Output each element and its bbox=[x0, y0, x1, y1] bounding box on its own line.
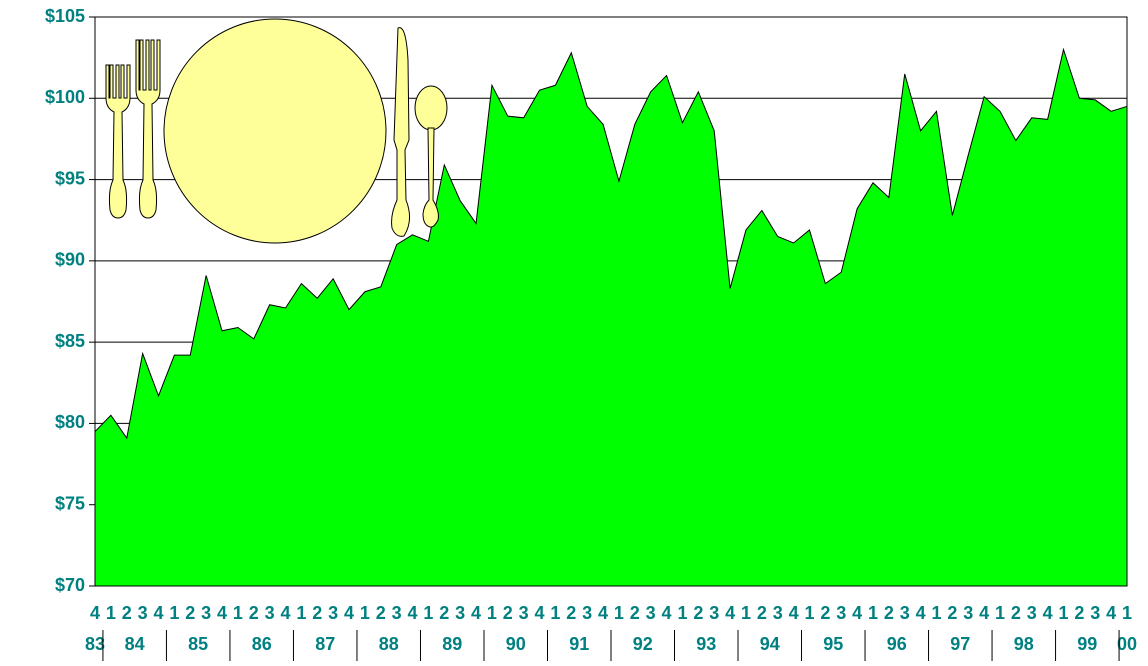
quarter-label: 1 bbox=[868, 603, 878, 623]
y-tick-label: $70 bbox=[55, 575, 85, 595]
quarter-label: 1 bbox=[360, 603, 370, 623]
year-label: 96 bbox=[887, 634, 907, 654]
quarter-label: 4 bbox=[535, 603, 545, 623]
quarter-label: 1 bbox=[741, 603, 751, 623]
tableware-illustration bbox=[105, 18, 448, 244]
quarter-label: 2 bbox=[312, 603, 322, 623]
quarter-label: 2 bbox=[820, 603, 830, 623]
quarter-label: 3 bbox=[1090, 603, 1100, 623]
quarter-label: 3 bbox=[963, 603, 973, 623]
quarter-label: 3 bbox=[455, 603, 465, 623]
quarter-label: 4 bbox=[344, 603, 354, 623]
quarter-label: 4 bbox=[408, 603, 418, 623]
quarter-label: 4 bbox=[281, 603, 291, 623]
y-tick-label: $80 bbox=[55, 412, 85, 432]
year-label: 00 bbox=[1117, 634, 1137, 654]
quarter-label: 2 bbox=[947, 603, 957, 623]
quarter-label: 3 bbox=[392, 603, 402, 623]
quarter-label: 2 bbox=[757, 603, 767, 623]
quarter-label: 3 bbox=[1027, 603, 1037, 623]
quarter-label: 1 bbox=[995, 603, 1005, 623]
quarter-label: 4 bbox=[1043, 603, 1053, 623]
year-label: 83 bbox=[85, 634, 105, 654]
quarter-label: 3 bbox=[265, 603, 275, 623]
quarter-label: 2 bbox=[1011, 603, 1021, 623]
year-label: 87 bbox=[315, 634, 335, 654]
quarter-label: 4 bbox=[217, 603, 227, 623]
quarter-label: 2 bbox=[884, 603, 894, 623]
quarter-label: 4 bbox=[90, 603, 100, 623]
quarter-label: 1 bbox=[296, 603, 306, 623]
quarter-label: 1 bbox=[1122, 603, 1132, 623]
quarter-label: 4 bbox=[1106, 603, 1116, 623]
quarter-label: 4 bbox=[916, 603, 926, 623]
y-tick-label: $90 bbox=[55, 250, 85, 270]
year-label: 93 bbox=[696, 634, 716, 654]
quarter-label: 3 bbox=[138, 603, 148, 623]
quarter-label: 3 bbox=[709, 603, 719, 623]
quarter-label: 1 bbox=[677, 603, 687, 623]
quarter-label: 1 bbox=[614, 603, 624, 623]
year-label: 92 bbox=[633, 634, 653, 654]
quarter-label: 2 bbox=[122, 603, 132, 623]
year-label: 99 bbox=[1077, 634, 1097, 654]
year-label: 86 bbox=[252, 634, 272, 654]
year-label: 89 bbox=[442, 634, 462, 654]
quarter-label: 2 bbox=[249, 603, 259, 623]
quarter-label: 4 bbox=[153, 603, 163, 623]
year-label: 85 bbox=[188, 634, 208, 654]
year-label: 84 bbox=[125, 634, 145, 654]
quarter-label: 2 bbox=[566, 603, 576, 623]
quarter-label: 1 bbox=[233, 603, 243, 623]
quarter-label: 3 bbox=[646, 603, 656, 623]
quarter-label: 2 bbox=[185, 603, 195, 623]
y-tick-label: $95 bbox=[55, 168, 85, 188]
quarter-label: 1 bbox=[550, 603, 560, 623]
quarter-label: 2 bbox=[376, 603, 386, 623]
year-label: 95 bbox=[823, 634, 843, 654]
quarter-label: 3 bbox=[582, 603, 592, 623]
quarter-label: 4 bbox=[852, 603, 862, 623]
quarter-label: 4 bbox=[979, 603, 989, 623]
year-label: 98 bbox=[1014, 634, 1034, 654]
quarter-label: 2 bbox=[439, 603, 449, 623]
quarter-label: 2 bbox=[630, 603, 640, 623]
quarter-label: 4 bbox=[789, 603, 799, 623]
quarter-label: 1 bbox=[1058, 603, 1068, 623]
quarter-label: 1 bbox=[931, 603, 941, 623]
quarter-label: 1 bbox=[487, 603, 497, 623]
year-label: 91 bbox=[569, 634, 589, 654]
quarter-label: 1 bbox=[423, 603, 433, 623]
quarter-label: 4 bbox=[725, 603, 735, 623]
quarter-label: 3 bbox=[900, 603, 910, 623]
quarter-label: 1 bbox=[106, 603, 116, 623]
y-tick-label: $75 bbox=[55, 493, 85, 513]
quarter-label: 2 bbox=[1074, 603, 1084, 623]
quarter-label: 2 bbox=[503, 603, 513, 623]
quarter-label: 4 bbox=[471, 603, 481, 623]
y-tick-label: $85 bbox=[55, 331, 85, 351]
quarter-label: 3 bbox=[519, 603, 529, 623]
y-tick-label: $100 bbox=[45, 87, 85, 107]
year-label: 94 bbox=[760, 634, 780, 654]
quarter-label: 2 bbox=[693, 603, 703, 623]
quarter-label: 3 bbox=[201, 603, 211, 623]
quarter-label: 3 bbox=[328, 603, 338, 623]
area bbox=[94, 47, 1128, 587]
y-tick-label: $105 bbox=[45, 6, 85, 26]
quarter-label: 1 bbox=[804, 603, 814, 623]
year-label: 90 bbox=[506, 634, 526, 654]
year-label: 97 bbox=[950, 634, 970, 654]
quarter-label: 1 bbox=[169, 603, 179, 623]
quarter-label: 3 bbox=[773, 603, 783, 623]
quarter-label: 3 bbox=[836, 603, 846, 623]
quarter-label: 4 bbox=[662, 603, 672, 623]
year-label: 88 bbox=[379, 634, 399, 654]
plot-frame bbox=[94, 16, 1128, 587]
quarter-label: 4 bbox=[598, 603, 608, 623]
